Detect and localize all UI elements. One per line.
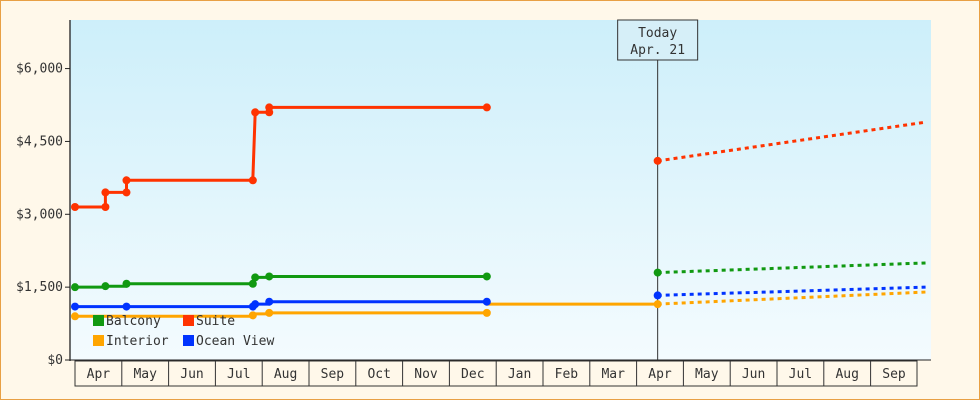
- interior-history-line: [75, 311, 487, 318]
- balcony-point: [248, 279, 257, 288]
- interior-point: [653, 300, 662, 309]
- legend-swatch-ocean-view: [183, 335, 194, 346]
- interior-point: [71, 312, 79, 321]
- today-label: Today: [638, 26, 677, 41]
- x-tick-label: Mar: [601, 367, 625, 382]
- interior-forecast-line: [657, 290, 927, 306]
- ocean-view-point: [482, 297, 491, 306]
- y-tick-label: $3,000: [16, 207, 63, 222]
- interior-point: [482, 308, 491, 317]
- legend-label-ocean-view: Ocean View: [196, 334, 274, 349]
- y-tick-label: $0: [47, 353, 63, 368]
- suite-forecast-line: [657, 120, 928, 163]
- balcony-point: [251, 273, 260, 282]
- suite-point: [101, 188, 110, 197]
- suite-point: [653, 156, 662, 165]
- today-label-box: [617, 19, 699, 61]
- ocean-view-point: [71, 302, 79, 311]
- suite-point: [71, 203, 79, 211]
- ocean-view-forecast-line: [657, 285, 927, 297]
- legend-label-balcony: Balcony: [106, 314, 161, 329]
- ocean-view-point: [653, 291, 662, 300]
- y-tick-label: $4,500: [16, 134, 63, 149]
- balcony-point: [653, 268, 662, 277]
- x-tick-label: Aug: [835, 367, 858, 382]
- balcony-point: [101, 282, 110, 291]
- suite-point: [482, 103, 491, 112]
- x-tick-label: Jun: [180, 367, 203, 382]
- y-tick-label: $6,000: [16, 62, 63, 77]
- ocean-view-point: [265, 297, 274, 306]
- today-date-label: Apr. 21: [630, 43, 685, 58]
- interior-point: [265, 308, 274, 317]
- x-tick-label: Jun: [742, 367, 765, 382]
- x-tick-label: Jan: [508, 367, 531, 382]
- balcony-point: [265, 272, 274, 281]
- suite-point: [122, 188, 131, 197]
- plot-area: [70, 20, 931, 360]
- x-tick-label: Jul: [789, 367, 812, 382]
- suite-point: [265, 103, 274, 112]
- x-tick-label: May: [695, 367, 719, 382]
- suite-point: [248, 176, 257, 185]
- x-tick-label: Sep: [882, 367, 906, 382]
- x-tick-label: Dec: [461, 367, 484, 382]
- x-tick-label: Nov: [414, 367, 438, 382]
- x-tick-label: Apr: [87, 367, 111, 382]
- legend-swatch-interior: [93, 335, 104, 346]
- x-tick-label: Jul: [227, 367, 250, 382]
- x-tick-label: Oct: [367, 367, 390, 382]
- y-tick-label: $1,500: [16, 280, 63, 295]
- balcony-forecast-line: [657, 261, 927, 275]
- suite-point: [122, 176, 131, 185]
- legend-swatch-suite: [183, 315, 194, 326]
- legend-label-suite: Suite: [196, 314, 235, 329]
- balcony-point: [482, 272, 491, 281]
- legend-swatch-balcony: [93, 315, 104, 326]
- x-tick-label: Feb: [555, 367, 579, 382]
- x-tick-label: Sep: [321, 367, 345, 382]
- balcony-point: [122, 279, 131, 288]
- ocean-view-point: [122, 302, 131, 311]
- ocean-view-history-line: [75, 300, 487, 309]
- ocean-view-point: [251, 300, 260, 309]
- interior-point: [248, 311, 257, 320]
- suite-point: [251, 108, 260, 117]
- x-tick-label: Apr: [648, 367, 672, 382]
- x-tick-label: May: [133, 367, 157, 382]
- legend-label-interior: Interior: [106, 334, 169, 349]
- suite-point: [101, 203, 110, 211]
- x-tick-label: Aug: [274, 367, 297, 382]
- balcony-point: [71, 283, 79, 292]
